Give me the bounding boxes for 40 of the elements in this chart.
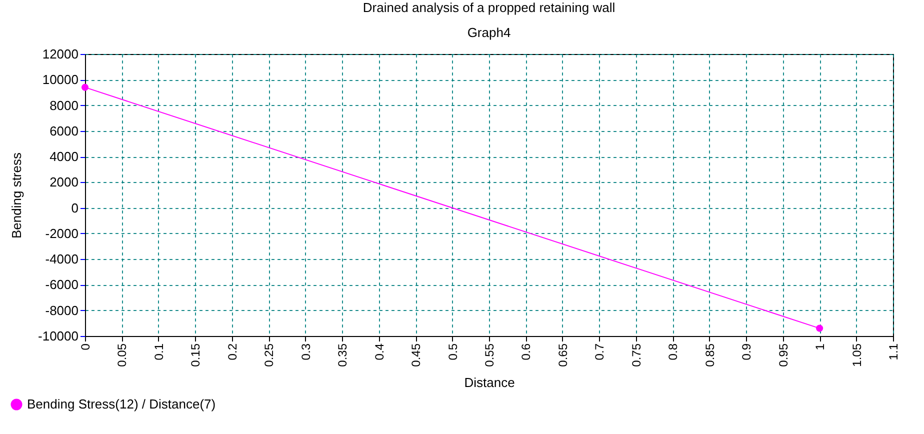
x-tick-label: 0.3 — [298, 343, 313, 360]
y-tick-label: 4000 — [50, 149, 78, 164]
x-tick-label: 1 — [813, 343, 828, 350]
y-tick-label: -2000 — [45, 226, 78, 241]
x-tick-label: 0.6 — [519, 343, 534, 360]
x-tick-label: 0.95 — [776, 343, 790, 367]
y-tick-label: 8000 — [50, 98, 78, 113]
x-tick-label: 0.25 — [262, 343, 276, 367]
y-tick-label: -10000 — [38, 328, 78, 344]
x-tick-label: 0.1 — [152, 343, 166, 360]
y-tick-label: 0 — [71, 200, 78, 216]
chart-subtitle: Graph4 — [467, 25, 511, 40]
x-tick-label: 1.1 — [886, 343, 900, 360]
x-tick-label: 0.75 — [629, 343, 644, 367]
x-tick-label: 0.9 — [740, 343, 754, 360]
x-axis-title: Distance — [464, 374, 515, 390]
x-tick-label: 0.65 — [556, 343, 570, 367]
x-tick-label: 0.7 — [592, 343, 607, 360]
chart-title: Drained analysis of a propped retaining wall — [362, 0, 616, 15]
y-tick-label: 10000 — [42, 72, 78, 88]
y-tick-label: -8000 — [45, 302, 78, 318]
legend-label: Bending Stress(12) / Distance(7) — [27, 396, 216, 412]
x-tick-label: 0.2 — [225, 343, 240, 360]
y-tick-label: 6000 — [50, 123, 78, 138]
x-tick-label: 0.15 — [188, 343, 203, 367]
x-tick-label: 0.5 — [446, 343, 460, 360]
x-tick-label: 0.8 — [666, 343, 680, 360]
x-tick-label: 1.05 — [850, 343, 864, 367]
y-tick-label: -4000 — [45, 252, 78, 267]
x-tick-label: 0.4 — [372, 343, 386, 360]
y-tick-label: 2000 — [50, 174, 78, 190]
x-tick-label: 0.55 — [482, 343, 496, 367]
x-tick-label: 0.35 — [336, 343, 350, 367]
y-tick-label: -6000 — [45, 277, 78, 292]
y-tick-label: 12000 — [42, 46, 78, 62]
x-tick-label: 0.05 — [115, 343, 130, 367]
x-tick-label: 0.45 — [409, 343, 424, 367]
y-axis-title: Bending stress — [9, 152, 24, 238]
x-tick-label: 0.85 — [702, 343, 717, 367]
x-tick-label: 0 — [78, 343, 92, 350]
